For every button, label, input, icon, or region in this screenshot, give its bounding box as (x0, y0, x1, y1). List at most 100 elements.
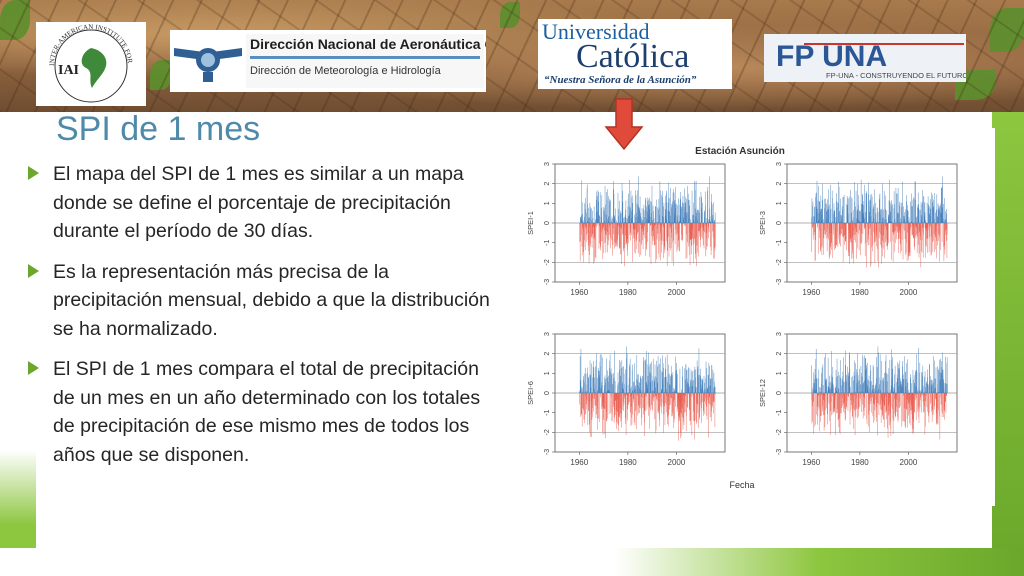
spei-bar (907, 223, 908, 233)
spei-bar (683, 393, 685, 403)
spei-bar (892, 368, 893, 393)
y-tick-label: 2 (544, 182, 551, 186)
spei-bar (928, 223, 929, 225)
spei-bar (614, 223, 615, 249)
spei-bar (641, 208, 643, 223)
spei-bar (946, 223, 948, 258)
spei-bar (831, 350, 832, 393)
uc-line2: Católica (576, 38, 689, 75)
spei-bar (590, 223, 592, 238)
spei-bar (922, 365, 924, 393)
spei-bar (714, 381, 715, 393)
spei-bar (584, 223, 586, 241)
spei-bar (652, 205, 654, 223)
spei-bar (630, 393, 632, 427)
spei-bar (874, 223, 876, 264)
bullet-list: El mapa del SPI de 1 mes es similar a un… (28, 160, 498, 481)
spei-bar (841, 393, 843, 408)
spei-bar (639, 382, 641, 393)
spei-bar (910, 393, 912, 415)
spei-bar (833, 393, 834, 412)
spei-bar (623, 393, 625, 406)
spei-bar (682, 366, 683, 393)
spei-bar (915, 393, 917, 421)
spei-bar (630, 388, 631, 393)
spei-bar (824, 393, 826, 428)
spei-bar (644, 390, 646, 393)
spei-bar (865, 191, 867, 223)
spei-bar (656, 393, 658, 401)
spei-bar (652, 223, 654, 231)
spei-bar (905, 371, 906, 393)
spei-bar (812, 201, 814, 223)
spei-bar (841, 379, 843, 393)
spei-bar (696, 223, 697, 267)
spei-bar (707, 190, 708, 223)
spei-bar (874, 393, 876, 411)
spei-bar (924, 393, 926, 435)
spei-bar (898, 223, 900, 233)
spei-bar (693, 380, 694, 393)
spei-bar (890, 393, 892, 436)
spei-bar (693, 393, 695, 412)
spei-bar (625, 393, 627, 435)
spei-bar (586, 223, 587, 235)
spei-bar (600, 366, 601, 393)
spei-bar (648, 366, 650, 393)
spei-bar (930, 376, 931, 393)
spei-bar (914, 223, 916, 237)
spei-bar (899, 384, 901, 393)
spei-bar (942, 185, 943, 223)
spei-bar (841, 385, 842, 393)
spei-bar (945, 393, 947, 413)
spei-bar (592, 210, 593, 223)
spei-bar (605, 204, 606, 223)
spei-bar (819, 223, 820, 239)
spei-bar (650, 373, 652, 393)
spei-bar (857, 393, 858, 419)
y-tick-label: -1 (776, 239, 783, 245)
spei-bar (607, 223, 609, 246)
spei-bar (603, 393, 605, 409)
spei-bar (714, 386, 715, 393)
spei-bar (580, 348, 582, 393)
spei-bar (674, 223, 676, 245)
spei-bar (857, 375, 859, 393)
spei-bar (842, 223, 843, 229)
spei-bar (920, 209, 921, 223)
spei-bar (674, 391, 676, 393)
spei-bar (893, 388, 895, 393)
spei-bar (821, 223, 823, 255)
spei-bar (640, 375, 641, 393)
spei-bar (672, 192, 674, 223)
y-tick-label: 0 (776, 221, 783, 225)
spei-bar (655, 393, 657, 397)
spei-bar (882, 223, 884, 257)
spei-bar (928, 223, 930, 253)
spei-bar (889, 359, 891, 393)
spei-bar (875, 393, 876, 400)
y-tick-label: 2 (776, 352, 783, 356)
x-tick-label: 1980 (619, 288, 637, 297)
spei-bar (935, 223, 937, 232)
spei-bar (704, 223, 706, 226)
spei-bar (906, 393, 908, 419)
spei-bar (597, 393, 599, 419)
spei-bar (932, 393, 933, 415)
spei-bar (832, 393, 833, 397)
spei-bar (866, 393, 868, 424)
spei-bar (639, 196, 641, 223)
spei-bar (877, 346, 879, 393)
spei-bar (857, 212, 859, 223)
spei-bar (871, 196, 873, 223)
spei-bar (609, 360, 610, 393)
spei-bar (685, 197, 687, 223)
spei-bar (630, 208, 631, 223)
spei-bar (885, 354, 887, 393)
spei-bar (903, 219, 905, 223)
spei-bar (920, 393, 921, 398)
spei-bar (821, 373, 822, 393)
spei-bar (877, 393, 878, 403)
spei-bar (938, 223, 939, 234)
spei-bar (890, 211, 891, 223)
